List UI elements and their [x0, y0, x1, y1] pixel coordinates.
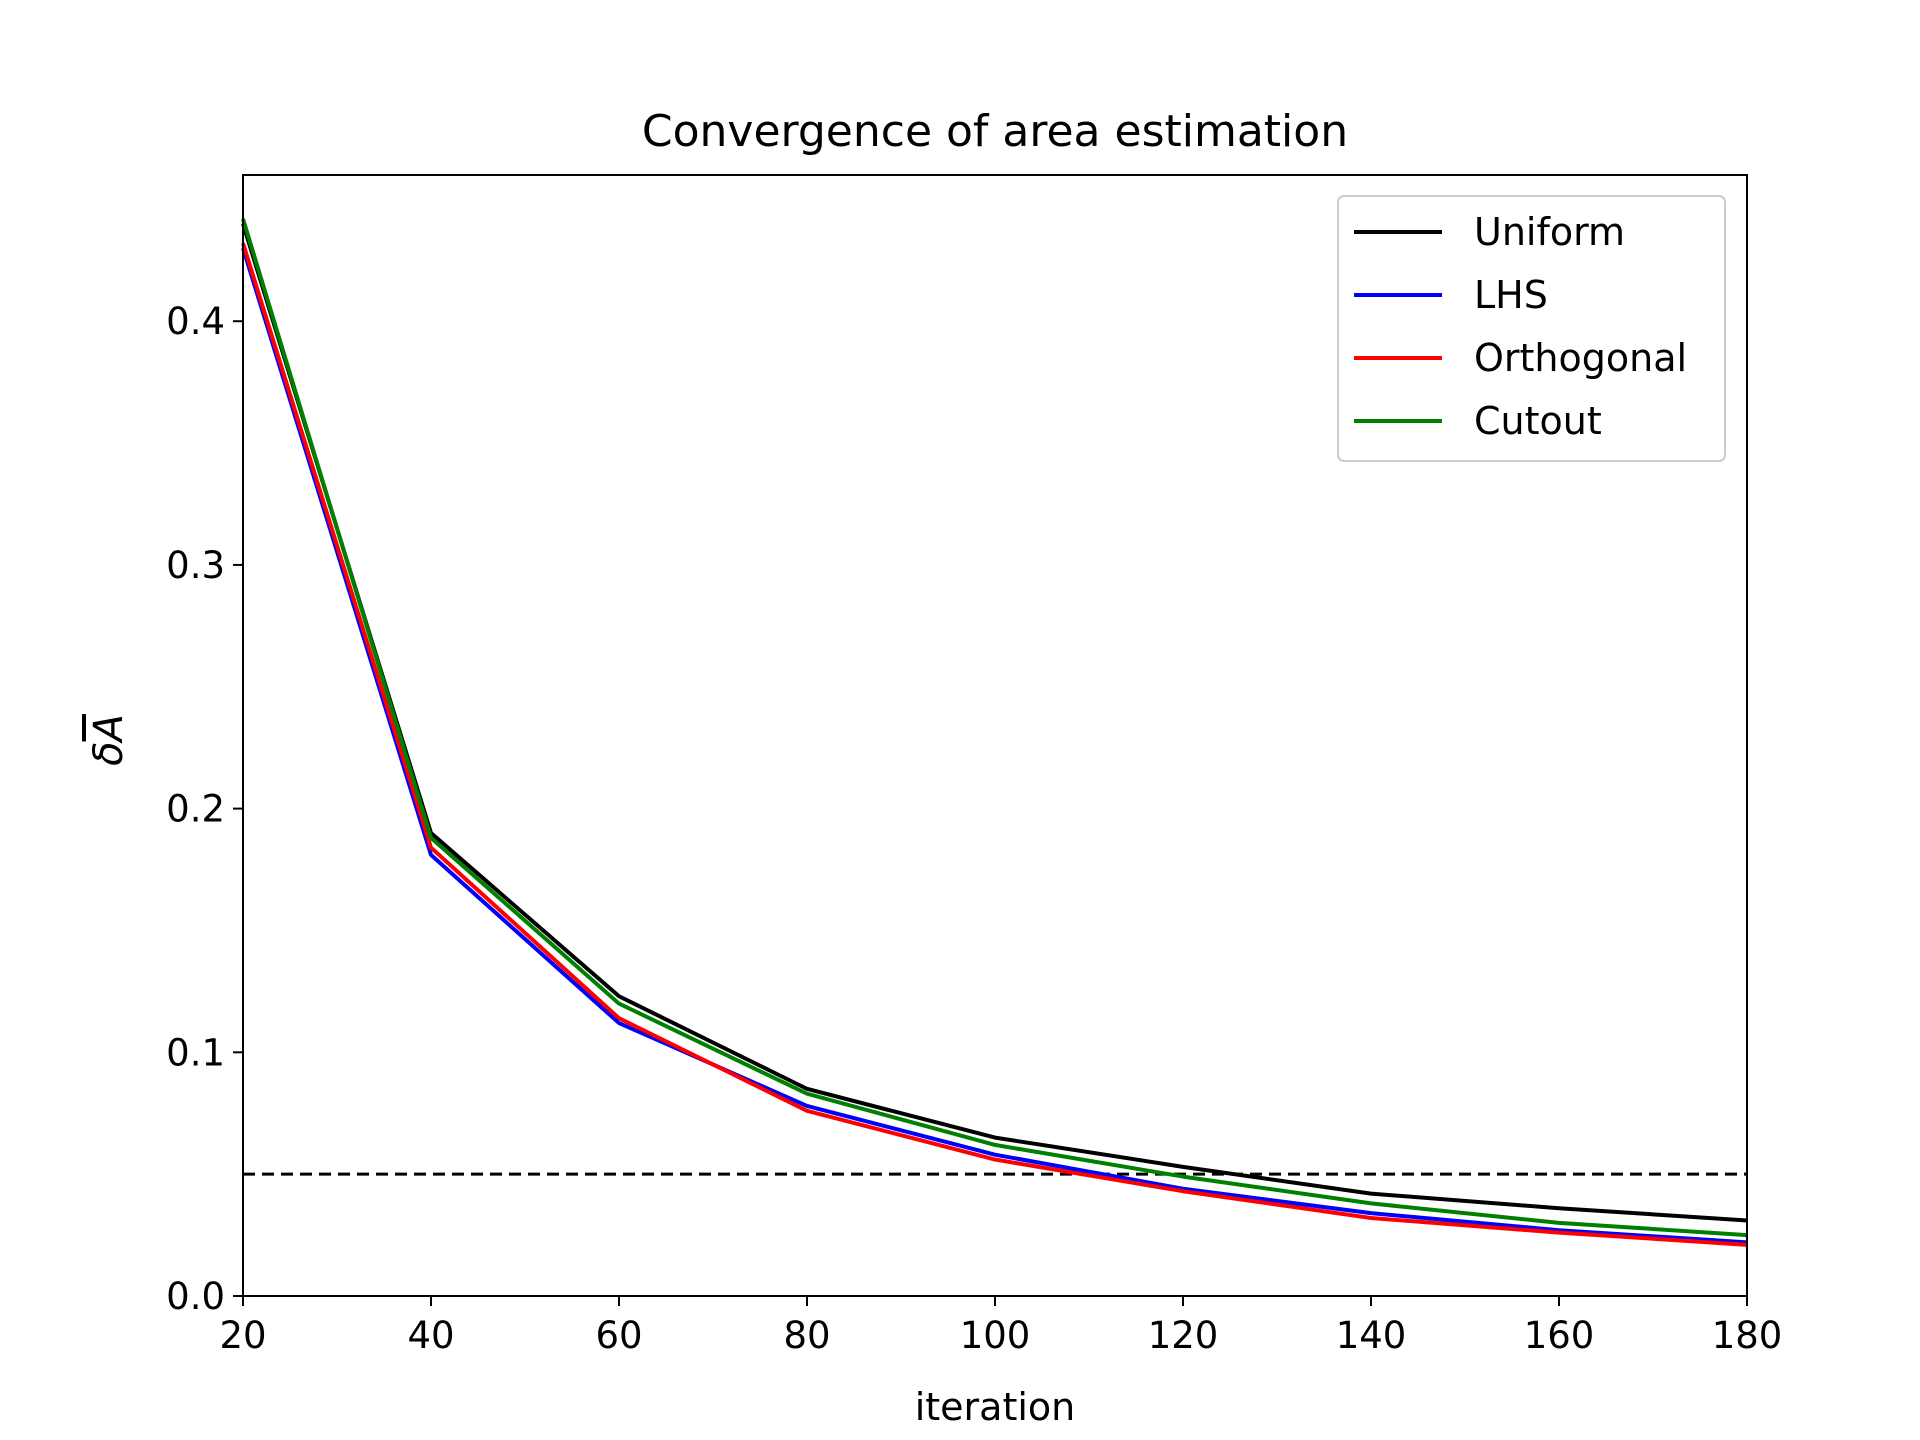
x-tick-label: 120: [1148, 1314, 1219, 1357]
x-tick-label: 140: [1336, 1314, 1407, 1357]
y-tick-label: 0.0: [166, 1275, 225, 1318]
y-tick-label: 0.4: [166, 300, 225, 343]
y-axis-label: δA: [86, 714, 132, 766]
legend-label-uniform: Uniform: [1474, 210, 1625, 254]
y-tick-label: 0.1: [166, 1031, 225, 1074]
y-axis: 0.0 0.1 0.2 0.3 0.4: [166, 300, 243, 1318]
svg-text:δA: δA: [86, 714, 132, 766]
x-tick-label: 80: [783, 1314, 830, 1357]
y-tick-label: 0.3: [166, 544, 225, 587]
x-tick-label: 20: [219, 1314, 266, 1357]
x-tick-label: 40: [407, 1314, 454, 1357]
x-axis-label: iteration: [915, 1385, 1076, 1429]
x-tick-label: 100: [960, 1314, 1031, 1357]
legend-label-orthogonal: Orthogonal: [1474, 336, 1687, 380]
y-axis-label-variable: A: [86, 714, 132, 744]
x-tick-label: 180: [1712, 1314, 1783, 1357]
y-axis-label-symbol: δ: [86, 741, 132, 765]
legend-label-lhs: LHS: [1474, 273, 1548, 317]
legend-label-cutout: Cutout: [1474, 399, 1602, 443]
y-tick-label: 0.2: [166, 788, 225, 831]
legend: Uniform LHS Orthogonal Cutout: [1338, 196, 1725, 461]
x-tick-label: 160: [1524, 1314, 1595, 1357]
chart-title: Convergence of area estimation: [642, 106, 1348, 157]
x-tick-label: 60: [595, 1314, 642, 1357]
x-axis: 20 40 60 80 100 120 140 160 180: [219, 1296, 1782, 1357]
